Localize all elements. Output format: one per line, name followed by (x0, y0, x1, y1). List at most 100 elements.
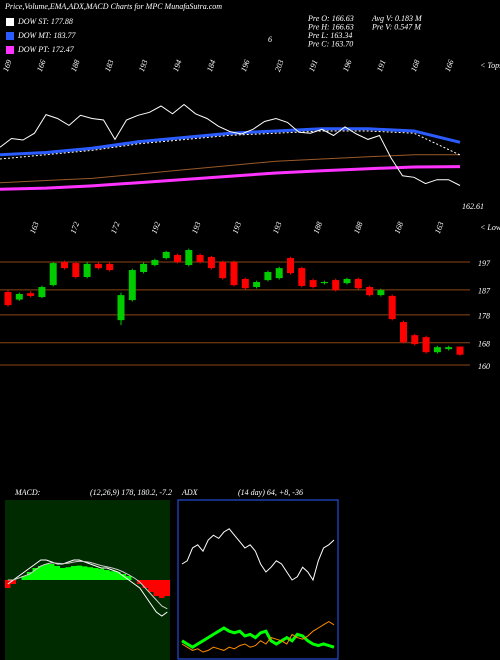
candle-body (309, 280, 317, 288)
candle-body (377, 290, 385, 296)
candle-body (332, 280, 340, 291)
candle-body (27, 293, 35, 296)
panel-subtitle: (14 day) 64, +8, -36 (238, 488, 303, 497)
candle-body (117, 295, 125, 321)
stat: Pre L: 163.34 (307, 31, 352, 40)
candle-body (298, 268, 306, 286)
histogram-bar (27, 572, 33, 580)
price-line (0, 103, 461, 186)
top-label: 193 (137, 59, 150, 73)
low-label: 163 (28, 221, 41, 235)
ema-line (0, 130, 461, 160)
level-label: 197 (478, 259, 491, 268)
histogram-bar (65, 567, 71, 580)
histogram-bar (71, 566, 77, 580)
stat: Avg V: 0.183 M (371, 14, 423, 23)
histogram-bar (82, 566, 88, 580)
top-label: 168 (409, 59, 422, 73)
candle-body (354, 278, 362, 289)
legend-label: DOW ST: 177.88 (17, 17, 73, 26)
stat: Pre H: 166.63 (307, 22, 354, 31)
legend-swatch (6, 32, 14, 40)
top-label: 196 (239, 59, 252, 73)
candle-body (185, 250, 193, 266)
histogram-bar (164, 580, 170, 596)
macd-line (7, 560, 168, 610)
candle-body (433, 347, 441, 353)
candle-body (94, 263, 102, 269)
level-label: 168 (478, 340, 490, 349)
histogram-bar (87, 567, 93, 580)
top-label: 203 (273, 59, 286, 73)
candle-body (366, 287, 374, 296)
candle-body (174, 255, 181, 262)
candle-body (388, 295, 396, 320)
adx-line (181, 621, 335, 653)
top-label: 196 (341, 59, 354, 73)
candle-body (15, 293, 23, 300)
histogram-bar (49, 564, 55, 580)
histogram-bar (148, 580, 154, 592)
level-label: 178 (478, 312, 490, 321)
low-label: 168 (393, 221, 406, 235)
stat: Pre V: 0.547 M (371, 22, 422, 31)
panel-title: MACD: (14, 488, 41, 497)
candle-body (140, 263, 148, 273)
candle-body (38, 287, 46, 298)
top-label: 184 (205, 59, 218, 73)
candle-body (162, 251, 170, 259)
top-label: 166 (35, 59, 48, 73)
histogram-bar (32, 568, 38, 580)
histogram-bar (21, 576, 27, 580)
candle-body (49, 263, 57, 286)
candle-body (219, 261, 227, 279)
candle-body (456, 346, 464, 355)
legend-swatch (6, 46, 14, 54)
low-label: 172 (69, 221, 82, 235)
histogram-bar (115, 572, 121, 580)
ema-line (0, 154, 460, 184)
low-label: 188 (312, 221, 325, 235)
histogram-bar (126, 576, 132, 580)
low-label: 172 (109, 221, 122, 235)
candle-body (83, 263, 91, 278)
low-label: 193 (190, 221, 203, 235)
candle-body (207, 256, 215, 269)
panel-subtitle: (12,26,9) 178, 180.2, -7.2 (90, 488, 172, 497)
candle-body (4, 292, 12, 306)
top-label: 191 (375, 59, 388, 73)
low-label: 192 (150, 221, 163, 235)
annotation: 162.61 (462, 202, 484, 211)
histogram-bar (38, 566, 44, 580)
histogram-bar (93, 568, 99, 580)
histogram-bar (60, 568, 66, 580)
histogram-bar (120, 574, 126, 580)
candle-body (287, 258, 294, 274)
panel-title: ADX (181, 488, 199, 497)
candle-body (196, 255, 204, 262)
candle-body (128, 270, 136, 301)
candle-body (151, 260, 159, 266)
histogram-bar (142, 580, 148, 588)
candle-body (264, 272, 272, 281)
histogram-bar (153, 580, 159, 596)
histogram-bar (54, 566, 60, 580)
low-label: 163 (433, 221, 446, 235)
top-label: 169 (1, 59, 14, 73)
candle-body (320, 282, 328, 284)
top-label: 166 (443, 59, 456, 73)
legend-label: DOW MT: 183.77 (17, 31, 77, 40)
candle-body (61, 261, 68, 269)
candle-body (275, 268, 283, 279)
macd-line (7, 559, 168, 617)
level-label: 160 (478, 362, 490, 371)
candle-body (445, 347, 453, 350)
candle-body (241, 278, 249, 289)
histogram-bar (5, 580, 11, 588)
stat: Pre O: 166.63 (307, 14, 354, 23)
histogram-bar (159, 580, 165, 598)
top-label: 191 (307, 59, 320, 73)
low-label: 193 (271, 221, 284, 235)
chart-title: Price,Volume,EMA,ADX,MACD Charts for MPC… (4, 2, 222, 11)
histogram-bar (104, 570, 110, 580)
